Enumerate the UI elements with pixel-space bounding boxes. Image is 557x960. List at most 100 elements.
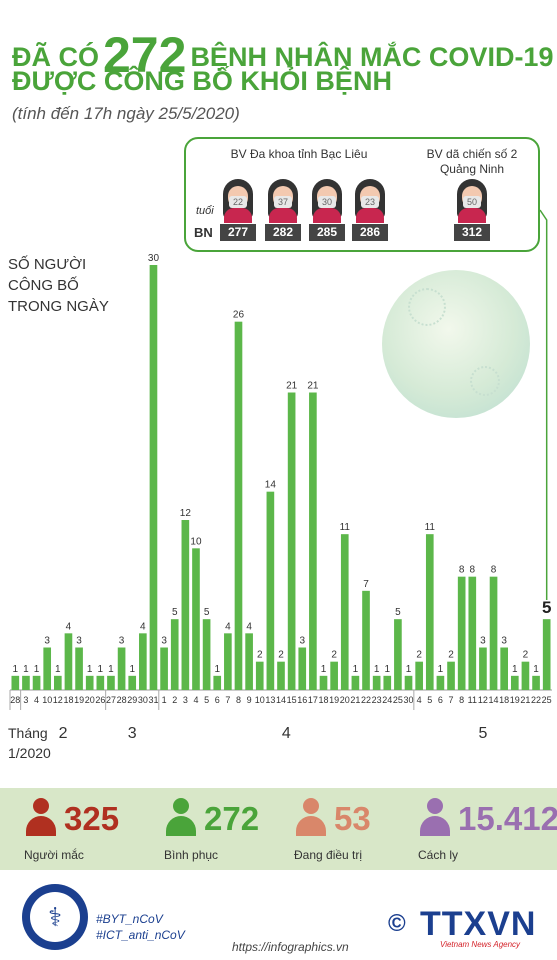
- x-tick-label: 25: [393, 695, 403, 705]
- person-icon: [24, 798, 58, 838]
- stat-value: 15.412: [458, 800, 557, 837]
- x-tick-label: 18: [499, 695, 509, 705]
- x-tick-label: 4: [193, 695, 198, 705]
- bar-value-label: 4: [246, 621, 252, 632]
- hashtag-ict[interactable]: #ICT_anti_nCoV: [96, 928, 185, 942]
- x-tick-label: 8: [236, 695, 241, 705]
- person-icon: [418, 798, 452, 838]
- bar: [468, 576, 477, 690]
- bar: [425, 534, 434, 690]
- stat-label: Đang điều trị: [294, 848, 363, 862]
- bar-value-label: 1: [129, 664, 135, 675]
- patient-avatar: 37: [265, 179, 301, 223]
- month-label: 3: [128, 725, 137, 742]
- patient-id: 285: [309, 224, 345, 241]
- x-tick-label: 5: [204, 695, 209, 705]
- x-tick-label: 29: [127, 695, 137, 705]
- x-tick-label: 19: [74, 695, 84, 705]
- bar-value-label: 5: [204, 607, 210, 618]
- x-tick-label: 8: [459, 695, 464, 705]
- x-tick-label: 21: [350, 695, 360, 705]
- bar-chart: 1281314310112418319120126127328129430303…: [8, 209, 552, 761]
- bar-value-label: 3: [501, 636, 507, 647]
- bar-value-label: 1: [353, 664, 359, 675]
- bar: [351, 675, 360, 690]
- bar-value-label: 1: [98, 664, 104, 675]
- hospital-1-label: BV Đa khoa tỉnh Bạc Liêu: [230, 147, 368, 161]
- bar-value-label: 1: [108, 664, 114, 675]
- bar-value-label: 1: [87, 664, 93, 675]
- bar: [319, 675, 328, 690]
- bar-value-label: 2: [278, 650, 284, 661]
- x-tick-label: 6: [215, 695, 220, 705]
- person-icon: [164, 798, 198, 838]
- stat-label: Cách ly: [418, 848, 459, 862]
- bar-value-label: 3: [299, 636, 305, 647]
- bar-value-label: 2: [416, 650, 422, 661]
- bar-value-label: 1: [374, 664, 380, 675]
- bar: [394, 619, 402, 690]
- bar-value-label: 1: [533, 664, 539, 675]
- bar-value-label: 3: [44, 636, 50, 647]
- bar: [22, 675, 30, 690]
- bar-value-label: 10: [190, 536, 202, 547]
- x-tick-label: 4: [34, 695, 39, 705]
- x-tick-label: 7: [225, 695, 230, 705]
- bar: [362, 590, 370, 690]
- bar: [192, 548, 200, 690]
- bar-value-label: 1: [34, 664, 40, 675]
- x-tick-label: 27: [106, 695, 116, 705]
- bar: [340, 534, 349, 690]
- x-tick-label: 14: [489, 695, 499, 705]
- agency-subtitle: Vietnam News Agency: [440, 940, 521, 949]
- bar: [266, 491, 275, 690]
- bar-value-label: 12: [180, 508, 192, 519]
- bar-value-label: 3: [76, 636, 82, 647]
- virus-illustration: [382, 270, 530, 418]
- bar: [510, 675, 519, 690]
- bar: [383, 675, 392, 690]
- x-tick-label: 12: [53, 695, 63, 705]
- x-tick-label: 10: [42, 695, 52, 705]
- y-axis-label: SỐ NGƯỜI CÔNG BỐ TRONG NGÀY: [8, 256, 109, 315]
- patient-age: 37: [274, 196, 292, 208]
- bar-value-label: 1: [384, 664, 390, 675]
- x-tick-label: 7: [449, 695, 454, 705]
- month-label: 4: [282, 725, 291, 742]
- bar-value-label: 1: [406, 664, 412, 675]
- patient-card: 37 282: [265, 179, 301, 241]
- x-tick-label: 24: [382, 695, 392, 705]
- month-label: 5: [478, 725, 487, 742]
- callout-connector: [539, 209, 548, 600]
- x-tick-label: 11: [468, 695, 477, 705]
- bar: [532, 675, 540, 690]
- patient-card: 22 277: [220, 179, 256, 241]
- ministry-of-health-logo: ⚕: [22, 884, 88, 950]
- hashtag-byt[interactable]: #BYT_nCoV: [96, 912, 163, 926]
- bar-value-label: 4: [140, 621, 146, 632]
- patient-age: 22: [229, 196, 247, 208]
- patient-card: 23 286: [352, 179, 388, 241]
- bar: [372, 675, 381, 690]
- x-tick-label: 28: [10, 695, 20, 705]
- patient-card: 50 312: [454, 179, 490, 241]
- source-url[interactable]: https://infographics.vn: [232, 940, 349, 954]
- month-label: Tháng: [8, 725, 48, 741]
- bar-value-label: 8: [459, 565, 465, 576]
- bar: [139, 633, 147, 690]
- patient-age: 50: [463, 196, 481, 208]
- bar-value-label: 3: [161, 636, 167, 647]
- bar-value-label: 30: [148, 253, 160, 264]
- bar: [415, 661, 423, 690]
- x-tick-label: 12: [478, 695, 488, 705]
- bar-value-label: 5: [172, 607, 178, 618]
- month-label: 2: [59, 725, 68, 742]
- bar: [436, 675, 445, 690]
- bar-value-label: 2: [257, 650, 263, 661]
- bar-value-label: 4: [225, 621, 231, 632]
- x-tick-label: 16: [297, 695, 307, 705]
- patient-avatar: 22: [220, 179, 256, 223]
- bar: [96, 675, 105, 690]
- x-tick-label: 19: [510, 695, 520, 705]
- bar: [479, 647, 487, 690]
